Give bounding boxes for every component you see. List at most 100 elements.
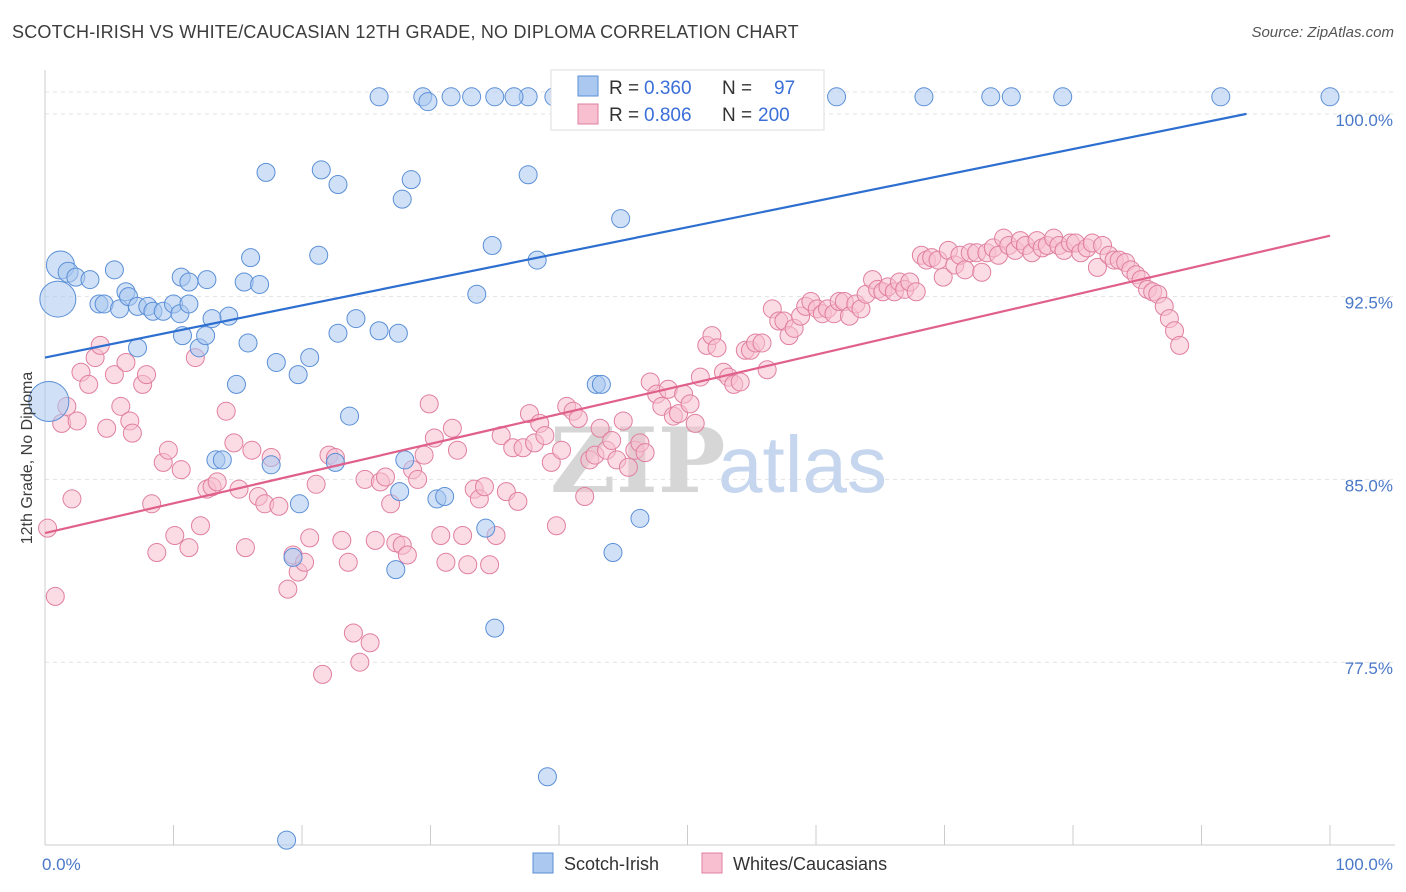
data-point (171, 460, 191, 480)
data-point (618, 457, 638, 477)
data-point (328, 175, 348, 195)
data-point (311, 160, 331, 180)
data-point (453, 525, 473, 545)
data-point (458, 555, 478, 575)
y-tick-label: 92.5% (1345, 294, 1393, 313)
legend-r-value: 0.360 (644, 78, 692, 99)
data-point (401, 170, 421, 190)
data-point (128, 338, 148, 358)
data-point (165, 525, 185, 545)
data-point (266, 352, 286, 372)
bottom-legend-label: Whites/Caucasians (733, 854, 887, 874)
data-point (179, 294, 199, 314)
x-tick-label: 100.0% (1335, 855, 1393, 874)
data-point (467, 284, 487, 304)
data-point (111, 396, 131, 416)
data-point (328, 323, 348, 343)
trend-lines (44, 112, 1331, 535)
data-point (116, 352, 136, 372)
x-tick-labels: 0.0% 100.0% (42, 855, 1393, 874)
data-point (508, 491, 528, 511)
data-point (474, 477, 494, 497)
data-point (332, 530, 352, 550)
data-point (242, 440, 262, 460)
data-point (277, 830, 297, 850)
bottom-legend: Scotch-Irish Whites/Caucasians (532, 852, 887, 874)
data-point (707, 338, 727, 358)
data-point (261, 455, 281, 475)
data-point (419, 394, 439, 414)
data-point (680, 394, 700, 414)
data-point (196, 326, 216, 346)
data-point (289, 494, 309, 514)
y-axis-label: 12th Grade, No Diploma (19, 372, 36, 545)
y-tick-label: 85.0% (1345, 476, 1393, 495)
data-point (369, 321, 389, 341)
data-point (395, 450, 415, 470)
data-point (179, 272, 199, 292)
data-point (602, 430, 622, 450)
data-point (537, 767, 557, 787)
data-point (39, 280, 77, 318)
bottom-legend-swatch-scotch-irish (532, 852, 554, 874)
data-point (306, 474, 326, 494)
data-point (482, 235, 502, 255)
legend-n-label: N = (722, 78, 752, 99)
chart-title: SCOTCH-IRISH VS WHITE/CAUCASIAN 12TH GRA… (12, 22, 799, 42)
trend-line-whites-caucasians (44, 234, 1331, 535)
data-point (480, 555, 500, 575)
data-point (1320, 87, 1340, 107)
data-point (190, 516, 210, 536)
data-point (376, 467, 396, 487)
data-point (197, 270, 217, 290)
data-point (67, 411, 87, 431)
data-point (325, 452, 345, 472)
data-points (28, 87, 1340, 850)
data-point (346, 309, 366, 329)
y-tick-labels: 77.5% 85.0% 92.5% 100.0% (1335, 111, 1393, 678)
data-point (442, 418, 462, 438)
data-point (386, 560, 406, 580)
data-point (62, 489, 82, 509)
watermark-atlas: atlas (718, 420, 887, 509)
trend-line-scotch-irish (44, 112, 1247, 359)
data-point (288, 365, 308, 385)
data-point (300, 348, 320, 368)
data-point (575, 486, 595, 506)
data-point (485, 87, 505, 107)
data-point (1170, 335, 1190, 355)
data-point (476, 518, 496, 538)
data-point (435, 486, 455, 506)
legend-n-value: 97 (774, 78, 795, 99)
data-point (137, 365, 157, 385)
legend-n-label: N = (722, 105, 752, 126)
data-point (981, 87, 1001, 107)
legend-r-label: R = (609, 105, 639, 126)
data-point (1053, 87, 1073, 107)
axes (44, 70, 1395, 846)
data-point (972, 262, 992, 282)
data-point (613, 411, 633, 431)
data-point (216, 401, 236, 421)
data-point (80, 270, 100, 290)
data-point (635, 443, 655, 463)
legend-r-label: R = (609, 78, 639, 99)
data-point (535, 426, 555, 446)
data-point (447, 440, 467, 460)
legend-swatch-scotch-irish (577, 75, 599, 97)
data-point (147, 543, 167, 563)
data-point (79, 374, 99, 394)
data-point (730, 372, 750, 392)
data-point (104, 365, 124, 385)
bottom-legend-label: Scotch-Irish (564, 854, 659, 874)
data-point (224, 433, 244, 453)
data-point (431, 525, 451, 545)
y-tick-label: 77.5% (1345, 659, 1393, 678)
data-point (752, 333, 772, 353)
data-point (338, 552, 358, 572)
data-point (365, 530, 385, 550)
data-point (408, 469, 428, 489)
data-point (238, 333, 258, 353)
data-point (313, 664, 333, 684)
